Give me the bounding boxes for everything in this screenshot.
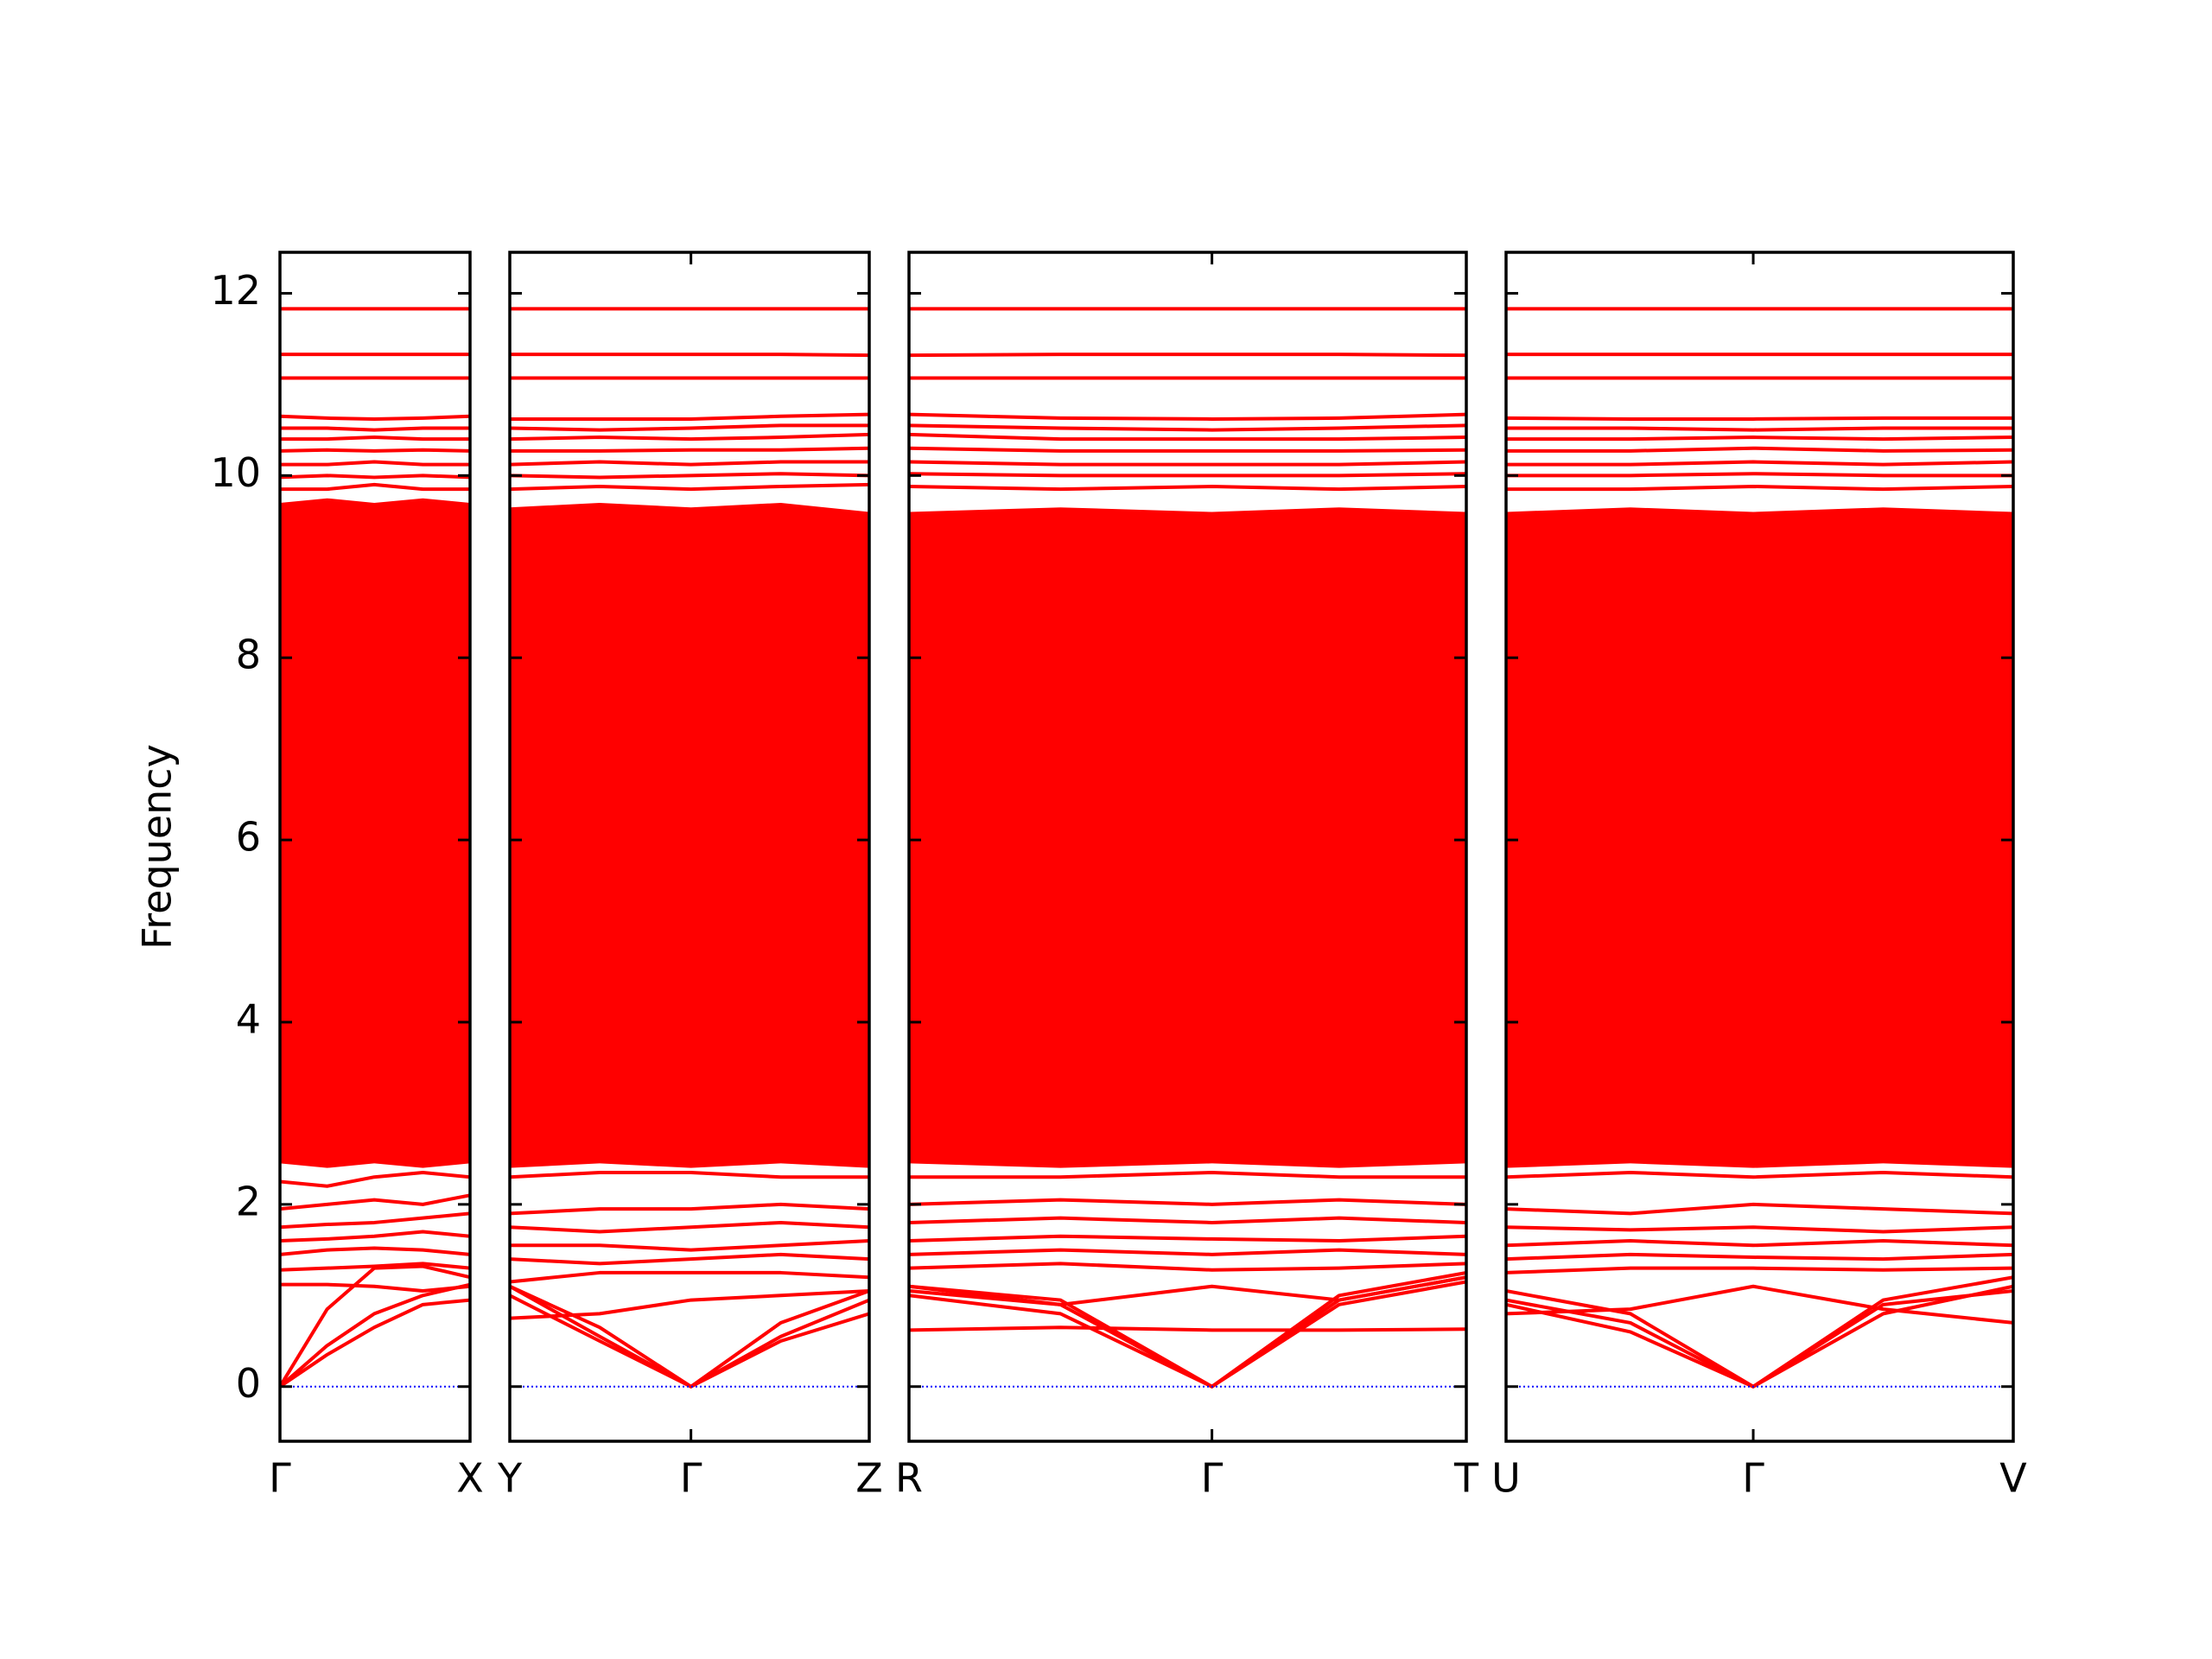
band-line [280, 1262, 470, 1272]
band-line [280, 1170, 470, 1188]
band-line [280, 1246, 470, 1256]
band-line [909, 1170, 1466, 1179]
band-line [1506, 1266, 2013, 1274]
band-line [280, 474, 470, 480]
band-line [1506, 435, 2013, 442]
x-tick-label: Y [497, 1455, 523, 1502]
band-line [909, 1248, 1466, 1256]
x-tick-label: T [1453, 1455, 1479, 1502]
panel-frame [278, 251, 472, 1443]
band-line [909, 1325, 1466, 1332]
x-tick-label: Γ [680, 1455, 702, 1502]
band-line [510, 460, 869, 467]
band-line [510, 1252, 869, 1266]
band-line [280, 1282, 470, 1389]
band-line [1506, 460, 2013, 467]
band-line [280, 414, 470, 421]
band-line [909, 432, 1466, 442]
x-tick-label: U [1491, 1455, 1521, 1502]
band-line [510, 1270, 869, 1284]
band-line [510, 423, 869, 432]
plot-area [510, 307, 869, 1389]
band-line [1506, 446, 2013, 453]
panel-frame [1504, 251, 2015, 1443]
band-line [1506, 484, 2013, 492]
band-line [280, 1298, 470, 1389]
band-line [280, 482, 470, 492]
band-line [909, 460, 1466, 467]
band-line [1506, 472, 2013, 478]
band-line [280, 435, 470, 442]
y-tick-label: 6 [236, 814, 261, 861]
band-fill [909, 507, 1466, 1168]
band-line [909, 412, 1466, 421]
band-fill [1506, 507, 2013, 1168]
band-fill [510, 502, 869, 1168]
band-line [510, 482, 869, 492]
x-tick-label: Γ [1201, 1455, 1224, 1502]
band-line [1506, 1252, 2013, 1262]
band-line [1506, 1284, 2013, 1325]
plot-area [1506, 307, 2013, 1389]
y-axis-label: Frequency [134, 744, 181, 950]
band-line [510, 472, 869, 480]
y-tick-label: 8 [236, 632, 261, 678]
x-tick-label: R [895, 1455, 923, 1502]
y-tick-label: 4 [236, 995, 261, 1042]
x-tick-label: V [1999, 1455, 2027, 1502]
band-line [510, 432, 869, 442]
band-line [909, 353, 1466, 358]
band-line [280, 426, 470, 432]
band-line [909, 446, 1466, 453]
band-line [510, 412, 869, 421]
panel-frame [907, 251, 1468, 1443]
band-line [280, 460, 470, 467]
band-line [909, 472, 1466, 478]
plot-area [280, 307, 470, 1389]
band-line [1506, 1239, 2013, 1248]
y-tick-label: 0 [236, 1360, 261, 1407]
band-line [510, 353, 869, 358]
band-line [510, 1202, 869, 1216]
band-line [909, 484, 1466, 492]
plot-area [909, 307, 1466, 1389]
band-line [280, 1282, 470, 1294]
band-line [1506, 426, 2013, 432]
band-line [909, 1275, 1466, 1306]
band-line [1506, 1225, 2013, 1234]
band-line [909, 1234, 1466, 1243]
band-line [1506, 1170, 2013, 1179]
band-line [280, 448, 470, 453]
panel-frame [508, 251, 871, 1443]
x-tick-label: X [456, 1455, 484, 1502]
band-line [909, 1262, 1466, 1272]
band-line [280, 1264, 470, 1388]
band-line [510, 446, 869, 453]
band-line [1506, 1202, 2013, 1216]
y-tick-label: 10 [210, 449, 261, 496]
band-line [510, 1170, 869, 1179]
x-tick-label: Z [855, 1455, 883, 1502]
band-line [280, 1230, 470, 1243]
band-line [510, 1239, 869, 1252]
band-line [909, 1216, 1466, 1224]
x-tick-label: Γ [1742, 1455, 1764, 1502]
y-tick-label: 2 [236, 1178, 261, 1224]
band-line [909, 423, 1466, 432]
y-tick-label: 12 [210, 267, 261, 314]
band-line [280, 1211, 470, 1230]
band-line [1506, 416, 2013, 421]
band-line [510, 1220, 869, 1234]
band-line [909, 1198, 1466, 1206]
band-line [280, 1193, 470, 1211]
band-line [510, 1289, 869, 1320]
x-tick-label: Γ [269, 1455, 291, 1502]
band-fill [280, 498, 470, 1168]
